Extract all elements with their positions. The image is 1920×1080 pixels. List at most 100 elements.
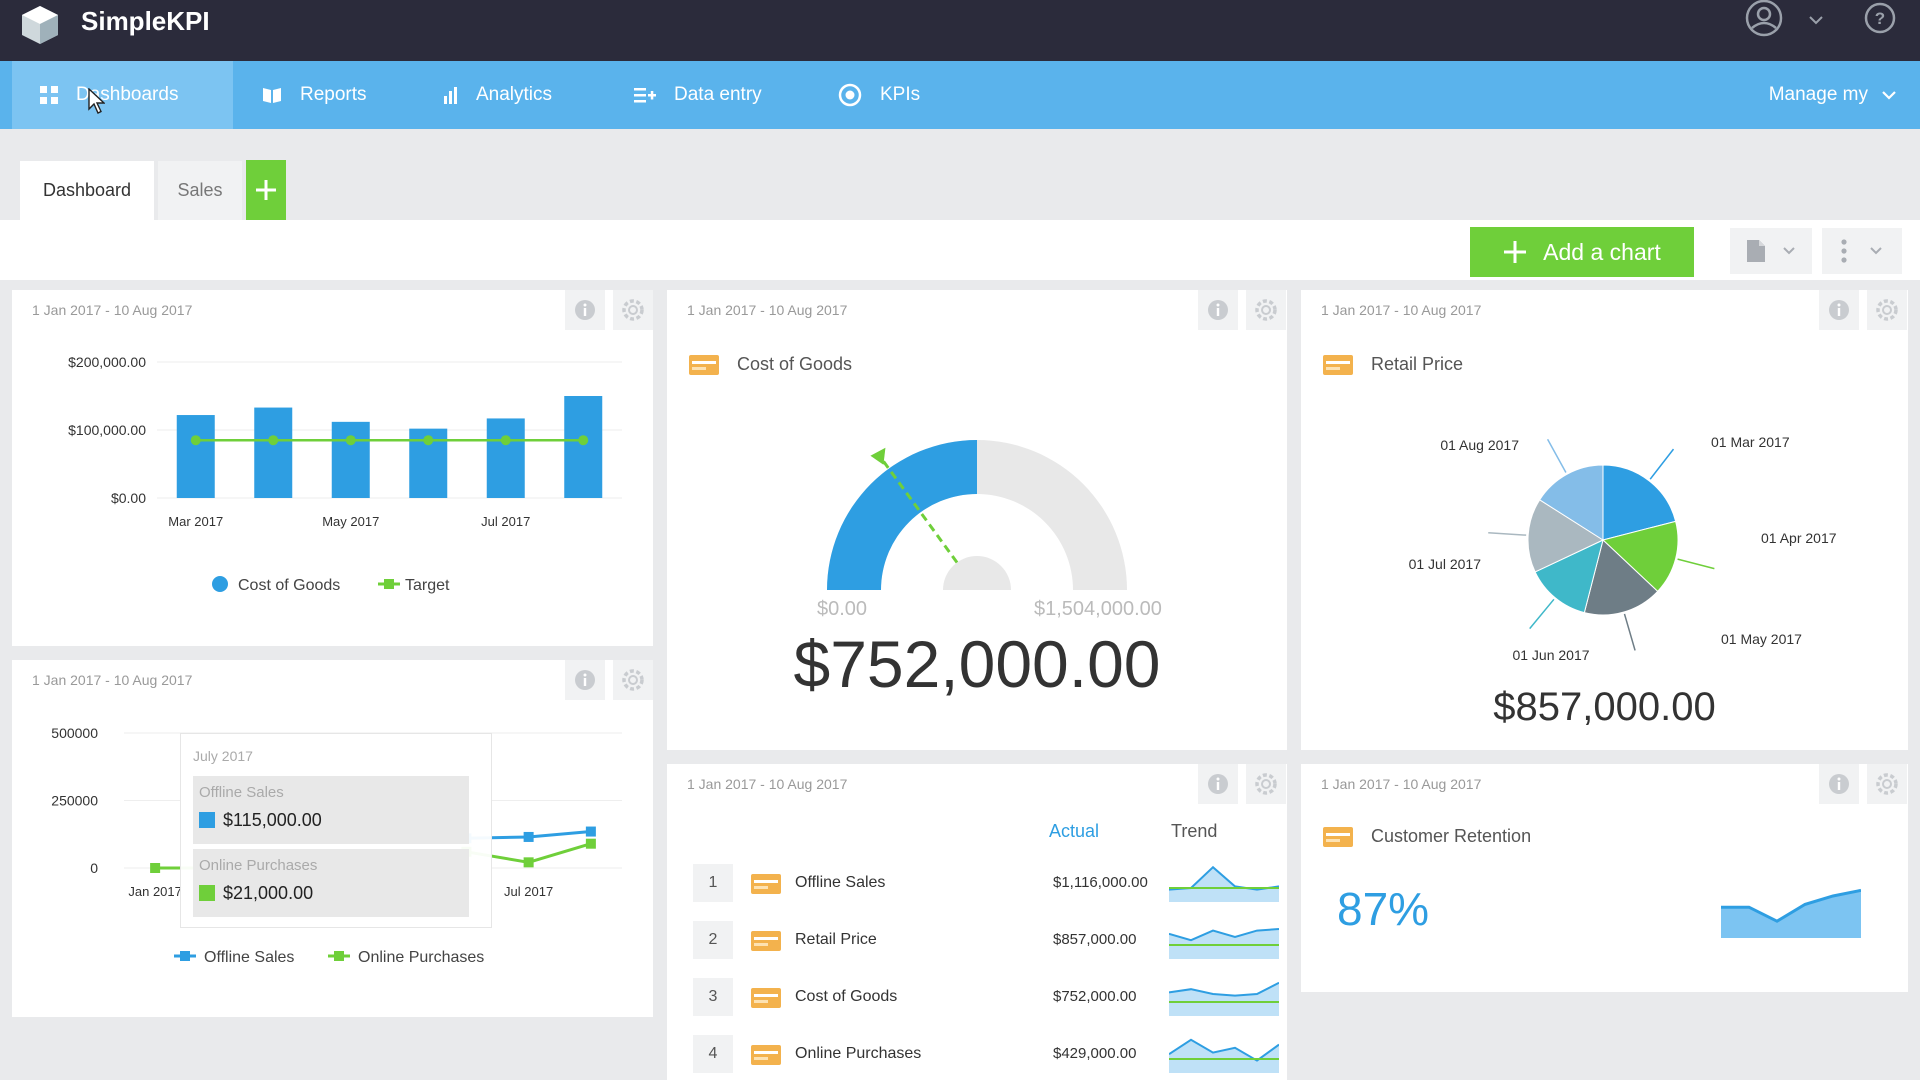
add-chart-button[interactable]: Add a chart [1470, 227, 1694, 277]
gauge-hub [943, 556, 1011, 590]
info-icon [575, 300, 595, 320]
tooltip-item: Offline Sales $115,000.00 [193, 776, 469, 844]
nav-item-kpis[interactable]: KPIs [838, 61, 920, 129]
rank-badge: 3 [693, 978, 733, 1016]
info-button[interactable] [1198, 764, 1238, 804]
bar-chart: $200,000.00 $100,000.00 $0.00 Mar 2017 May 2… [68, 354, 622, 594]
data-point [585, 826, 596, 837]
settings-button[interactable] [1867, 764, 1907, 804]
manage-menu[interactable]: Manage my [1769, 61, 1898, 129]
more-options-button[interactable] [1822, 228, 1902, 274]
sparkline-area [1169, 982, 1279, 1016]
gauge-panel: 1 Jan 2017 - 10 Aug 2017 Cost of Goods $… [667, 290, 1287, 750]
info-button[interactable] [1819, 290, 1859, 330]
chevron-down-icon [1782, 247, 1795, 255]
tab-dashboard[interactable]: Dashboard [20, 161, 154, 220]
info-button[interactable] [1198, 290, 1238, 330]
pie-slice-label: 01 Jul 2017 [1409, 556, 1482, 572]
pie-slice-label: 01 Jun 2017 [1512, 647, 1589, 663]
table-row[interactable]: 4 Online Purchases $429,000.00 [693, 1035, 1279, 1075]
top-bar: SimpleKPI ? [0, 0, 1920, 61]
bar-chart-panel: 1 Jan 2017 - 10 Aug 2017 $200,000.00 $100… [12, 290, 653, 646]
area-line [1721, 888, 1861, 923]
rank-badge: 4 [693, 1035, 733, 1073]
settings-button[interactable] [613, 660, 653, 700]
nav-item-dashboards[interactable]: Dashboards [12, 61, 233, 129]
gauge-min-label: $0.00 [817, 598, 868, 620]
nav-item-label: KPIs [880, 84, 921, 105]
pie-leader-line [1529, 598, 1555, 630]
kpi-card-icon [689, 354, 719, 375]
plus-icon [256, 180, 276, 200]
pie-slice [1602, 464, 1677, 541]
pie-slice-label: 01 Apr 2017 [1761, 530, 1837, 546]
x-tick-label: Jul 2017 [481, 514, 530, 529]
app-title: SimpleKPI [81, 6, 210, 36]
kpi-card-icon [1323, 354, 1353, 375]
info-button[interactable] [1819, 764, 1859, 804]
reports-icon [263, 88, 281, 103]
nav-item-label: Reports [300, 84, 367, 105]
gauge-fill [827, 440, 977, 590]
gear-icon [1255, 299, 1277, 321]
legend-label: Online Purchases [358, 949, 484, 966]
column-header-actual[interactable]: Actual [1049, 821, 1100, 841]
legend-swatch [180, 951, 190, 961]
legend-label: Offline Sales [204, 949, 294, 966]
info-icon [1208, 300, 1228, 320]
trend-sparkline [1169, 865, 1279, 902]
target-point [423, 435, 434, 446]
pie-slice [1538, 464, 1604, 541]
pie-slice-label: 01 Mar 2017 [1711, 434, 1790, 450]
chevron-down-icon[interactable] [1806, 10, 1826, 30]
pie-leader-line [1677, 558, 1715, 570]
target-icon [838, 83, 862, 107]
settings-button[interactable] [1246, 764, 1286, 804]
y-tick-label: $200,000.00 [68, 354, 146, 370]
kpi-actual-value: $752,000.00 [1053, 988, 1137, 1005]
data-entry-icon [634, 88, 656, 103]
legend-swatch [199, 812, 215, 828]
gauge-target-marker [870, 447, 886, 465]
legend-swatch [199, 885, 215, 901]
sparkline-line [1169, 928, 1279, 942]
target-point [268, 435, 279, 446]
settings-button[interactable] [1867, 290, 1907, 330]
kpi-card-icon [751, 931, 781, 951]
legend-swatch [212, 576, 228, 592]
add-chart-label: Add a chart [1543, 238, 1661, 265]
user-account-icon[interactable] [1742, 0, 1786, 44]
table-row[interactable]: 1 Offline Sales $1,116,000.00 [693, 864, 1279, 904]
nav-item-data-entry[interactable]: Data entry [634, 61, 762, 129]
gauge-value: $752,000.00 [793, 627, 1161, 701]
panel-title-text: Retail Price [1371, 354, 1464, 374]
nav-item-label: Analytics [476, 84, 553, 105]
gear-icon [622, 669, 644, 691]
kpi-card-icon [751, 874, 781, 894]
target-point [190, 435, 201, 446]
nav-item-analytics[interactable]: Analytics [442, 61, 552, 129]
legend-label: Target [405, 577, 450, 594]
settings-button[interactable] [613, 290, 653, 330]
info-button[interactable] [565, 290, 605, 330]
table-row[interactable]: 2 Retail Price $857,000.00 [693, 921, 1279, 961]
panel-title: Retail Price [1323, 354, 1463, 375]
nav-item-reports[interactable]: Reports [262, 61, 367, 129]
trend-sparkline [1169, 928, 1279, 959]
tooltip-item-label: Online Purchases [199, 857, 318, 874]
x-tick-label: May 2017 [322, 514, 379, 529]
tab-sales[interactable]: Sales [158, 161, 242, 220]
bar [254, 407, 293, 498]
info-button[interactable] [565, 660, 605, 700]
table-row[interactable]: 3 Cost of Goods $752,000.00 [693, 978, 1279, 1018]
app-logo-icon[interactable] [20, 4, 60, 46]
plus-icon [1504, 241, 1527, 263]
column-header-trend[interactable]: Trend [1171, 821, 1218, 841]
help-icon[interactable]: ? [1860, 0, 1904, 44]
chart-tooltip: July 2017 Offline Sales $115,000.00 Onli… [180, 733, 492, 928]
rank-badge: 1 [693, 864, 733, 902]
export-pdf-button[interactable] [1730, 228, 1812, 274]
panel-date-range: 1 Jan 2017 - 10 Aug 2017 [1321, 302, 1482, 318]
settings-button[interactable] [1246, 290, 1286, 330]
add-tab-button[interactable] [246, 160, 286, 220]
